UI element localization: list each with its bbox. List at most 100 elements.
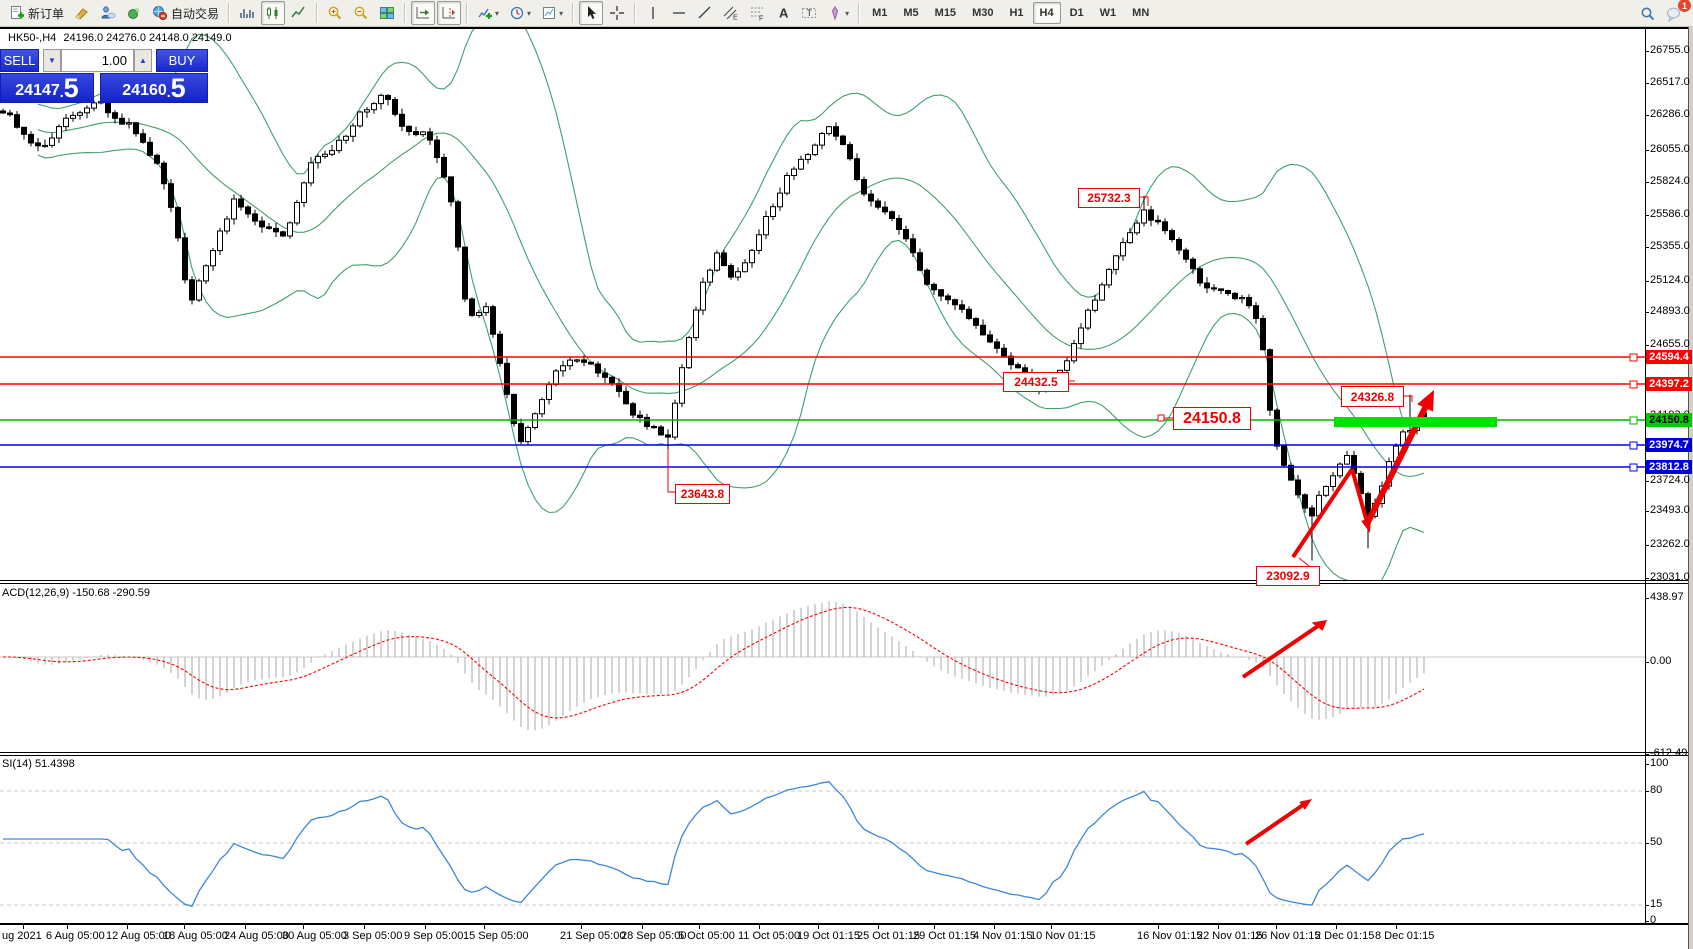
price-annotation-23092.9[interactable]: 23092.9	[1256, 566, 1320, 586]
chart-shift-button[interactable]	[437, 1, 462, 25]
price-annotation-25732.3[interactable]: 25732.3	[1078, 188, 1140, 208]
level-line-anchor[interactable]	[1629, 380, 1638, 389]
tf-m30-button[interactable]: M30	[972, 7, 994, 19]
highlighter-button[interactable]	[70, 1, 94, 25]
trendline-button[interactable]	[693, 1, 717, 25]
level-line-anchor[interactable]	[1629, 441, 1638, 450]
toolbar-separator	[466, 3, 469, 23]
toolbar-separator	[634, 3, 637, 23]
profile-button[interactable]	[96, 1, 120, 25]
tf-m15-button[interactable]: M15	[934, 7, 957, 19]
level-line-anchor[interactable]	[1629, 416, 1638, 425]
fibonacci-button[interactable]: F	[745, 1, 769, 25]
price-annotation-23643.8[interactable]: 23643.8	[675, 484, 730, 504]
hline-icon	[673, 12, 686, 14]
candlestick-chart-button[interactable]	[261, 1, 286, 25]
price-tick-label: 26755.0	[1650, 44, 1690, 56]
chart-title: HK50-,H4 24196.0 24276.0 24148.0 24149.0	[8, 32, 236, 44]
tf-mn-button[interactable]: MN	[1132, 7, 1150, 19]
panel-separator[interactable]	[0, 580, 1688, 581]
new-order-button[interactable]: 新订单	[5, 1, 68, 25]
zoom-out-button[interactable]	[349, 1, 373, 25]
symbol-period-label: HK50-,H4	[8, 32, 57, 44]
rsi-trend-arrow[interactable]	[1244, 803, 1305, 846]
tile-windows-button[interactable]	[375, 1, 399, 25]
time-axis-label: 26 Nov 01:15	[1255, 930, 1321, 942]
macd-trend-arrow[interactable]	[1241, 624, 1320, 679]
templates-button-dropdown-caret[interactable]: ▾	[559, 8, 564, 18]
toolbar: 新订单 自动交易 ▾ ▾ ▾ E F A T ▾ M1 M5 M15 M30 H1 H4 D1 W1 MN 1	[0, 0, 1693, 27]
zoom-in-button[interactable]	[323, 1, 347, 25]
ohlc-values: 24196.0 24276.0 24148.0 24149.0	[63, 32, 232, 44]
volume-decrease-button[interactable]	[43, 49, 61, 72]
autoscroll-button[interactable]	[411, 1, 436, 25]
vertical-line-button[interactable]	[641, 1, 665, 25]
time-axis-label: 8 Dec 01:15	[1375, 930, 1435, 942]
templates-button[interactable]: ▾	[537, 1, 567, 25]
tf-h4-button[interactable]: H4	[1032, 2, 1061, 24]
cursor-icon	[588, 6, 597, 19]
crosshair-button[interactable]	[605, 1, 629, 25]
text-button[interactable]: A	[771, 1, 795, 25]
axis-tick	[1645, 578, 1649, 579]
buy-button[interactable]: BUY	[156, 49, 208, 72]
arrows-button[interactable]: ▾	[823, 1, 853, 25]
cursor-button[interactable]	[579, 1, 604, 25]
level-line-anchor[interactable]	[1629, 463, 1638, 472]
sell-price[interactable]: 24147. 5	[0, 73, 94, 103]
macd-tick-label: -612.49	[1650, 747, 1688, 759]
tf-w1-button[interactable]: W1	[1099, 7, 1117, 19]
trend-arrow-segment[interactable]	[1350, 468, 1369, 523]
axis-tick	[1645, 115, 1649, 116]
axis-tick	[1645, 905, 1649, 906]
price-tick-label: 23262.0	[1650, 538, 1690, 550]
svg-text:E: E	[733, 15, 738, 22]
search-icon	[1641, 7, 1655, 21]
price-annotation-24150.8[interactable]: 24150.8	[1173, 407, 1251, 430]
autotrade-button[interactable]: 自动交易	[148, 1, 223, 25]
support-zone-highlight[interactable]	[1334, 417, 1497, 427]
indicators-button[interactable]: ▾	[473, 1, 503, 25]
price-tick-label: 23031.0	[1650, 571, 1690, 583]
signals-button[interactable]	[122, 1, 146, 25]
panel-separator[interactable]	[0, 752, 1688, 753]
doc-plus-icon	[11, 6, 24, 19]
buy-price[interactable]: 24160. 5	[100, 73, 208, 103]
time-axis-label: 3 Sep 05:00	[343, 930, 403, 942]
trend-arrow-segment[interactable]	[1291, 467, 1354, 559]
search-button[interactable]	[1636, 2, 1660, 26]
line-chart-button[interactable]	[287, 1, 311, 25]
toolbar-separator	[404, 3, 407, 23]
bar-chart-button[interactable]	[235, 1, 259, 25]
price-level-badge-24594.4: 24594.4	[1646, 350, 1692, 364]
price-tick-label: 23724.0	[1650, 474, 1690, 486]
volume-input[interactable]: 1.00	[61, 49, 134, 72]
svg-text:T: T	[807, 8, 813, 18]
level-line-anchor[interactable]	[1629, 353, 1638, 362]
periods-button-dropdown-caret[interactable]: ▾	[527, 8, 532, 18]
arrows-button-dropdown-caret[interactable]: ▾	[845, 8, 850, 18]
notifications-button[interactable]: 1	[1662, 0, 1691, 26]
volume-increase-button[interactable]	[134, 49, 152, 72]
horizontal-line-button[interactable]	[667, 1, 691, 25]
tf-m5-button[interactable]: M5	[903, 7, 919, 19]
annotation-connector	[667, 449, 675, 493]
axis-tick	[1645, 754, 1649, 755]
axis-tick	[1645, 545, 1649, 546]
sell-button[interactable]: SELL	[0, 49, 39, 72]
new-order-button-label: 新订单	[28, 6, 65, 21]
toolbar-separator	[572, 3, 575, 23]
tf-m1-button[interactable]: M1	[872, 7, 888, 19]
channel-button[interactable]: E	[719, 1, 743, 25]
periods-button[interactable]: ▾	[505, 1, 535, 25]
price-annotation-24326.8[interactable]: 24326.8	[1341, 386, 1404, 407]
time-axis-label: 22 Nov 01:15	[1197, 930, 1263, 942]
indicators-button-dropdown-caret[interactable]: ▾	[495, 8, 500, 18]
axis-tick	[1645, 481, 1649, 482]
price-annotation-24432.5[interactable]: 24432.5	[1003, 372, 1069, 392]
tf-h1-button[interactable]: H1	[1009, 7, 1024, 19]
tf-d1-button[interactable]: D1	[1069, 7, 1084, 19]
text-label-button[interactable]: T	[797, 1, 821, 25]
